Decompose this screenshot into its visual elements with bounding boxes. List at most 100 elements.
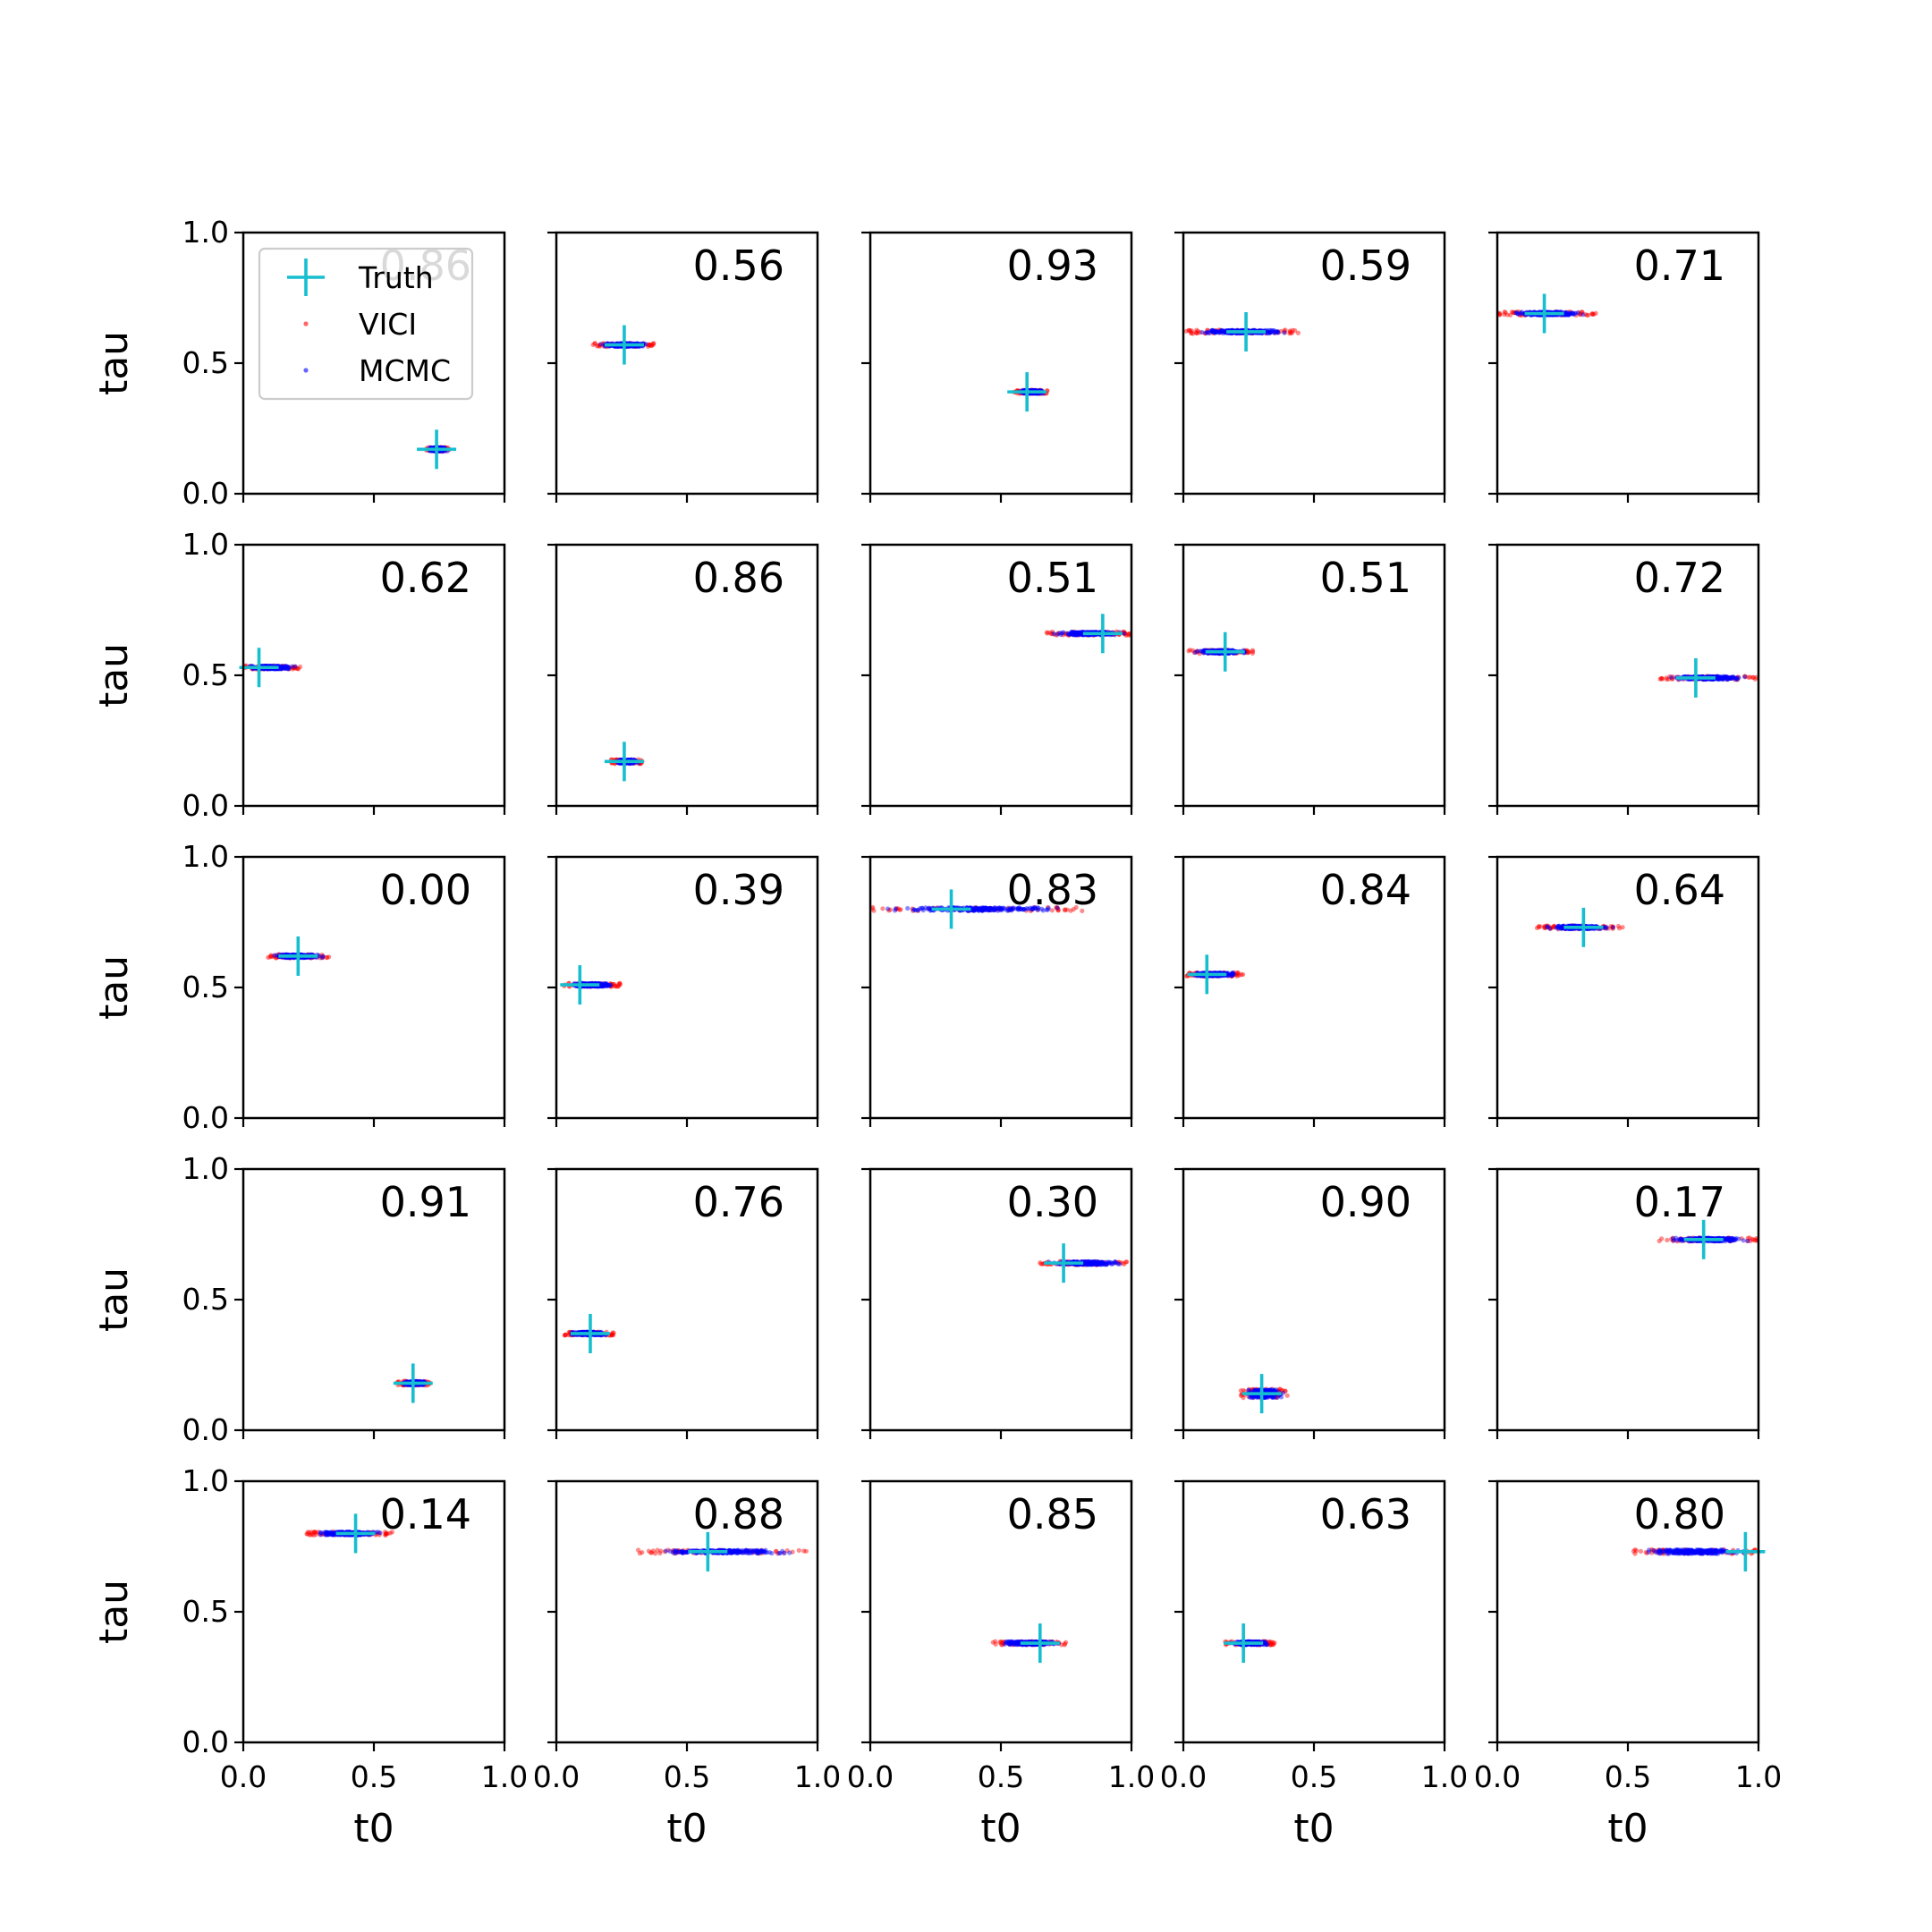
mcmc-sample [598,981,604,987]
vici-sample [1509,309,1515,315]
vici-sample [1093,1262,1099,1267]
mcmc-sample [1213,329,1218,335]
vici-sample [649,343,655,349]
mcmc-sample [973,905,979,911]
panel-3: 0.93 [861,231,1133,503]
vici-sample [320,954,326,960]
vici-sample [1620,925,1625,930]
panel-value-label: 0.72 [1634,554,1725,602]
mcmc-sample [599,981,605,987]
vici-sample [1659,675,1665,682]
vici-sample [1186,648,1191,654]
mcmc-sample [1204,330,1209,335]
vici-sample [1023,908,1029,913]
mcmc-sample [1079,630,1084,635]
mcmc-sample [1223,330,1228,335]
vici-sample [1217,327,1223,333]
mcmc-sample [1229,973,1234,979]
vici-sample [292,665,297,670]
mcmc-sample [603,981,608,987]
vici-sample [1567,309,1572,315]
vici-sample [1734,675,1740,681]
mcmc-sample [1720,674,1726,681]
mcmc-sample [1199,648,1205,654]
truth-marker [1524,293,1564,334]
panel-value-label: 0.59 [1320,242,1411,290]
mcmc-sample [1221,328,1226,334]
mcmc-sample [979,906,986,911]
vici-sample [1210,330,1216,336]
mcmc-sample [983,907,988,912]
vici-sample [1072,632,1078,638]
mcmc-sample [992,908,997,913]
mcmc-sample [601,983,607,988]
mcmc-sample [1231,971,1236,978]
mcmc-sample [1216,330,1222,335]
vici-sample [614,984,620,989]
vici-sample [1029,907,1035,912]
mcmc-sample [599,981,605,987]
mcmc-sample [1200,648,1206,654]
mcmc-sample [1716,674,1722,681]
mcmc-sample [1069,631,1074,636]
mcmc-sample [1208,328,1214,334]
mcmc-sample [1069,629,1075,635]
mcmc-sample [1719,676,1725,682]
mcmc-sample [1079,631,1084,637]
vici-sample [1578,311,1583,317]
mcmc-sample [1079,631,1084,636]
vici-sample [1229,973,1234,979]
vici-sample [597,343,603,349]
vici-sample [1055,631,1061,636]
mcmc-sample [976,908,981,913]
vici-sample [1032,904,1038,910]
vici-sample [1028,908,1034,913]
mcmc-sample [1225,973,1231,979]
mcmc-sample [992,907,997,912]
mcmc-sample [1731,675,1736,681]
vici-sample [1066,632,1072,638]
panel-value-label: 0.39 [693,866,784,914]
mcmc-sample [1065,631,1071,636]
mcmc-sample [1282,330,1287,335]
vici-sample [1231,972,1236,978]
plot-area [556,233,818,494]
vici-sample [1006,908,1013,913]
mcmc-sample [1567,311,1572,317]
mcmc-sample [1015,906,1021,911]
mcmc-sample [599,983,605,988]
mcmc-sample [1733,675,1740,681]
vici-sample [1054,905,1059,911]
mcmc-sample [1029,907,1034,912]
mcmc-sample [1565,310,1572,316]
mcmc-sample [1271,327,1276,334]
mcmc-sample [1074,630,1080,635]
truth-marker [239,648,279,688]
vici-sample [1502,309,1507,315]
mcmc-sample [1195,648,1200,654]
mcmc-sample [1068,631,1073,637]
mcmc-sample [1275,328,1280,335]
vici-sample [1005,905,1011,911]
vici-sample [613,984,618,989]
mcmc-sample [1074,631,1080,637]
vici-sample [292,665,298,671]
mcmc-sample [998,907,1004,912]
mcmc-sample [971,907,977,912]
mcmc-sample [1715,676,1720,682]
mcmc-sample [603,981,608,987]
panel-8: 0.51 [861,543,1133,815]
mcmc-sample [1076,632,1081,638]
vici-sample [274,955,279,961]
mcmc-sample [1267,330,1273,335]
mcmc-sample [1017,905,1022,911]
vici-sample [1750,674,1757,680]
vici-sample [1664,677,1670,682]
panel-10: 0.72 [1488,543,1760,815]
panel-value-label: 0.83 [1007,866,1098,914]
mcmc-sample [1222,329,1227,335]
vici-sample [1246,649,1251,655]
y-tick-label: 1.0 [182,527,229,562]
mcmc-sample [1032,905,1038,911]
vici-sample [1578,311,1583,317]
